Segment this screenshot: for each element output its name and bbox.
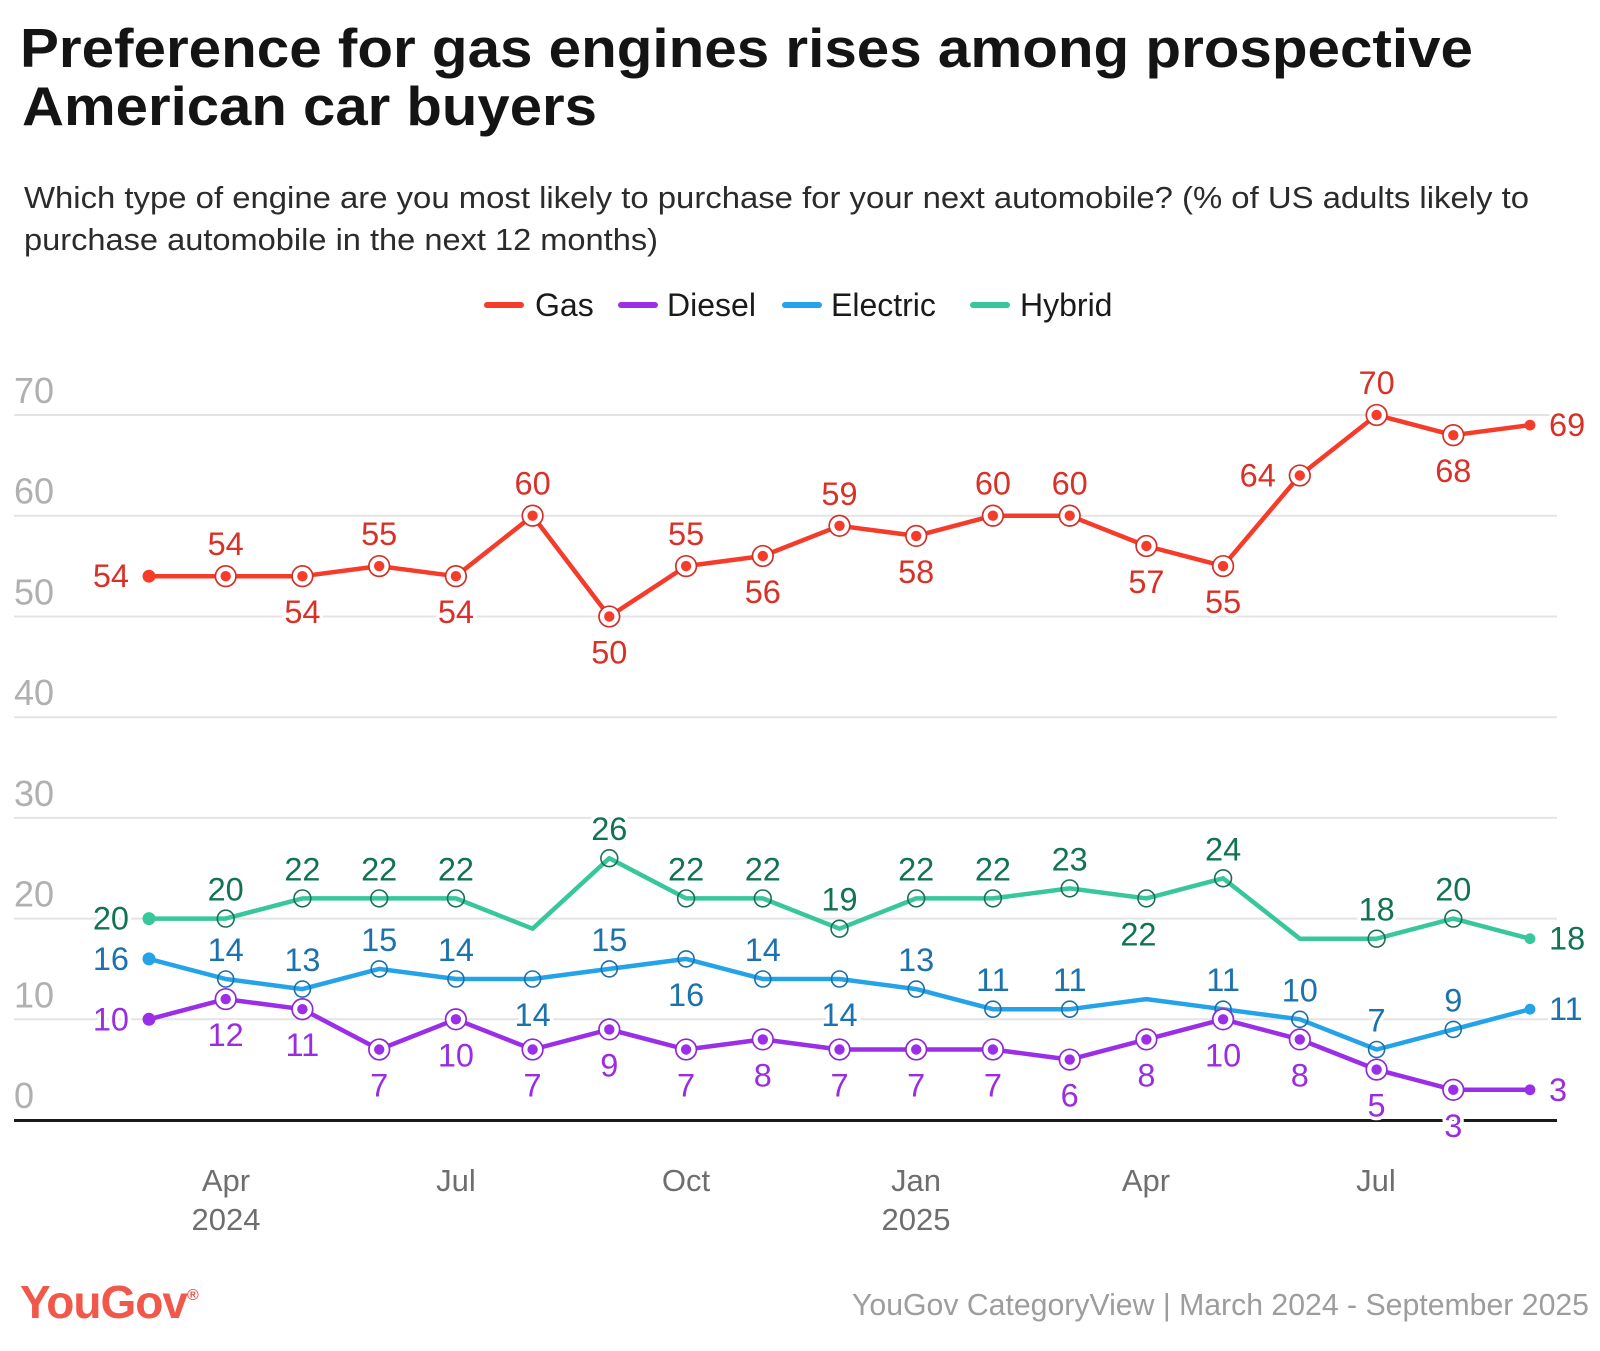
svg-text:14: 14 xyxy=(438,932,474,968)
svg-text:Electric: Electric xyxy=(831,287,936,323)
svg-text:Jan: Jan xyxy=(891,1163,941,1198)
svg-text:9: 9 xyxy=(1444,982,1462,1018)
svg-text:55: 55 xyxy=(1205,584,1241,620)
svg-text:16: 16 xyxy=(668,977,704,1013)
svg-text:3: 3 xyxy=(1444,1108,1462,1144)
svg-text:Jul: Jul xyxy=(1356,1163,1396,1198)
svg-text:7: 7 xyxy=(1368,1003,1386,1039)
svg-text:5: 5 xyxy=(1368,1088,1386,1124)
svg-text:2025: 2025 xyxy=(882,1202,951,1237)
svg-text:20: 20 xyxy=(93,901,129,937)
svg-text:26: 26 xyxy=(591,811,627,847)
svg-text:7: 7 xyxy=(370,1068,388,1104)
svg-text:3: 3 xyxy=(1549,1072,1567,1108)
svg-text:10: 10 xyxy=(438,1037,474,1073)
svg-text:11: 11 xyxy=(1549,991,1583,1027)
svg-text:54: 54 xyxy=(284,594,320,630)
svg-text:22: 22 xyxy=(975,851,1011,887)
svg-text:Preference for gas engines ris: Preference for gas engines rises among p… xyxy=(20,17,1473,79)
svg-text:10: 10 xyxy=(1205,1037,1241,1073)
svg-text:Hybrid: Hybrid xyxy=(1020,287,1112,323)
svg-text:12: 12 xyxy=(208,1017,244,1053)
svg-text:9: 9 xyxy=(600,1047,618,1083)
svg-text:22: 22 xyxy=(745,851,781,887)
svg-text:54: 54 xyxy=(208,526,244,562)
svg-text:13: 13 xyxy=(898,942,934,978)
svg-text:56: 56 xyxy=(745,574,781,610)
svg-text:64: 64 xyxy=(1240,458,1276,494)
svg-text:YouGov CategoryView | March 20: YouGov CategoryView | March 2024 - Septe… xyxy=(852,1287,1589,1322)
svg-text:Jul: Jul xyxy=(436,1163,476,1198)
svg-text:70: 70 xyxy=(14,370,54,411)
svg-text:50: 50 xyxy=(591,635,627,671)
svg-text:69: 69 xyxy=(1549,407,1585,443)
svg-text:40: 40 xyxy=(14,672,54,713)
svg-text:YouGov®: YouGov® xyxy=(20,1276,199,1328)
svg-text:Which type of engine are you m: Which type of engine are you most likely… xyxy=(24,180,1529,215)
svg-text:20: 20 xyxy=(208,872,244,908)
svg-text:Oct: Oct xyxy=(662,1163,711,1198)
svg-text:18: 18 xyxy=(1549,921,1585,957)
svg-text:purchase automobile in the nex: purchase automobile in the next 12 month… xyxy=(24,222,658,257)
svg-text:50: 50 xyxy=(14,572,54,613)
svg-text:10: 10 xyxy=(14,974,54,1015)
svg-text:American car buyers: American car buyers xyxy=(22,75,597,137)
svg-text:30: 30 xyxy=(14,773,54,814)
svg-text:58: 58 xyxy=(898,554,934,590)
svg-text:22: 22 xyxy=(668,851,704,887)
svg-text:59: 59 xyxy=(821,476,857,512)
svg-text:22: 22 xyxy=(361,851,397,887)
svg-text:7: 7 xyxy=(907,1068,925,1104)
svg-text:19: 19 xyxy=(821,882,857,918)
svg-text:Diesel: Diesel xyxy=(667,287,756,323)
svg-text:22: 22 xyxy=(438,851,474,887)
svg-text:68: 68 xyxy=(1435,453,1471,489)
svg-text:7: 7 xyxy=(524,1068,542,1104)
svg-text:23: 23 xyxy=(1052,841,1088,877)
svg-text:13: 13 xyxy=(284,942,320,978)
svg-text:60: 60 xyxy=(515,466,551,502)
svg-text:Apr: Apr xyxy=(202,1163,250,1198)
svg-text:7: 7 xyxy=(677,1068,695,1104)
svg-text:11: 11 xyxy=(1053,962,1087,998)
svg-text:22: 22 xyxy=(284,851,320,887)
svg-text:24: 24 xyxy=(1205,831,1241,867)
svg-text:15: 15 xyxy=(591,922,627,958)
svg-text:8: 8 xyxy=(1137,1057,1155,1093)
svg-text:11: 11 xyxy=(286,1027,320,1063)
svg-text:54: 54 xyxy=(438,594,474,630)
svg-text:10: 10 xyxy=(93,1001,129,1037)
svg-text:14: 14 xyxy=(821,997,857,1033)
svg-text:10: 10 xyxy=(1282,972,1318,1008)
svg-text:57: 57 xyxy=(1128,564,1164,600)
svg-text:22: 22 xyxy=(898,851,934,887)
svg-text:7: 7 xyxy=(830,1068,848,1104)
svg-text:60: 60 xyxy=(975,466,1011,502)
svg-text:20: 20 xyxy=(14,874,54,915)
svg-text:70: 70 xyxy=(1359,365,1395,401)
svg-text:60: 60 xyxy=(1052,466,1088,502)
svg-text:2024: 2024 xyxy=(192,1202,261,1237)
svg-text:14: 14 xyxy=(745,932,781,968)
svg-text:54: 54 xyxy=(93,558,129,594)
svg-text:20: 20 xyxy=(1435,872,1471,908)
svg-text:6: 6 xyxy=(1061,1078,1079,1114)
svg-text:8: 8 xyxy=(1291,1057,1309,1093)
svg-text:55: 55 xyxy=(668,516,704,552)
svg-text:14: 14 xyxy=(515,997,551,1033)
svg-text:18: 18 xyxy=(1359,892,1395,928)
svg-text:8: 8 xyxy=(754,1057,772,1093)
svg-text:Apr: Apr xyxy=(1122,1163,1170,1198)
svg-text:0: 0 xyxy=(14,1075,34,1116)
svg-text:15: 15 xyxy=(361,922,397,958)
svg-text:60: 60 xyxy=(14,471,54,512)
svg-text:22: 22 xyxy=(1120,916,1156,952)
svg-text:11: 11 xyxy=(1206,962,1240,998)
svg-text:55: 55 xyxy=(361,516,397,552)
svg-text:Gas: Gas xyxy=(535,287,594,323)
svg-text:11: 11 xyxy=(976,962,1010,998)
svg-text:16: 16 xyxy=(93,941,129,977)
svg-text:14: 14 xyxy=(208,932,244,968)
svg-text:7: 7 xyxy=(984,1068,1002,1104)
